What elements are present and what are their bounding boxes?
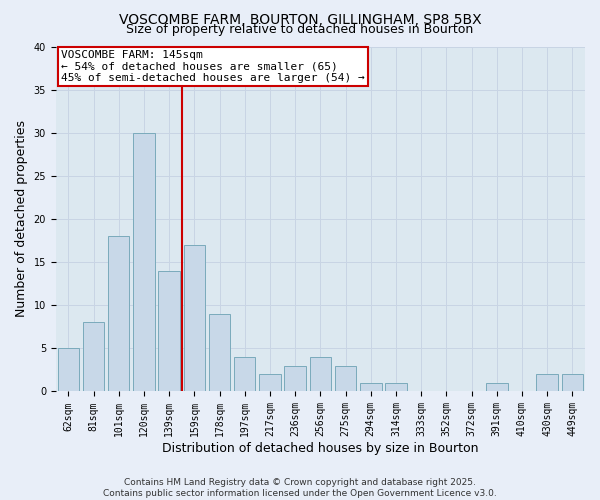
Bar (486, 383, 508, 392)
Text: VOSCOMBE FARM, BOURTON, GILLINGHAM, SP8 5BX: VOSCOMBE FARM, BOURTON, GILLINGHAM, SP8 … (119, 12, 481, 26)
Bar (335, 366, 356, 392)
Bar (385, 383, 407, 392)
Bar (234, 357, 256, 392)
Text: Size of property relative to detached houses in Bourton: Size of property relative to detached ho… (127, 22, 473, 36)
Bar (259, 374, 281, 392)
Bar (209, 314, 230, 392)
Bar (58, 348, 79, 392)
Bar (536, 374, 558, 392)
Y-axis label: Number of detached properties: Number of detached properties (15, 120, 28, 318)
Bar (83, 322, 104, 392)
Bar (284, 366, 306, 392)
Bar (310, 357, 331, 392)
Bar (108, 236, 130, 392)
Bar (562, 374, 583, 392)
X-axis label: Distribution of detached houses by size in Bourton: Distribution of detached houses by size … (162, 442, 479, 455)
Bar (360, 383, 382, 392)
Bar (158, 270, 180, 392)
Bar (184, 245, 205, 392)
Bar (133, 132, 155, 392)
Text: VOSCOMBE FARM: 145sqm
← 54% of detached houses are smaller (65)
45% of semi-deta: VOSCOMBE FARM: 145sqm ← 54% of detached … (61, 50, 365, 83)
Text: Contains HM Land Registry data © Crown copyright and database right 2025.
Contai: Contains HM Land Registry data © Crown c… (103, 478, 497, 498)
